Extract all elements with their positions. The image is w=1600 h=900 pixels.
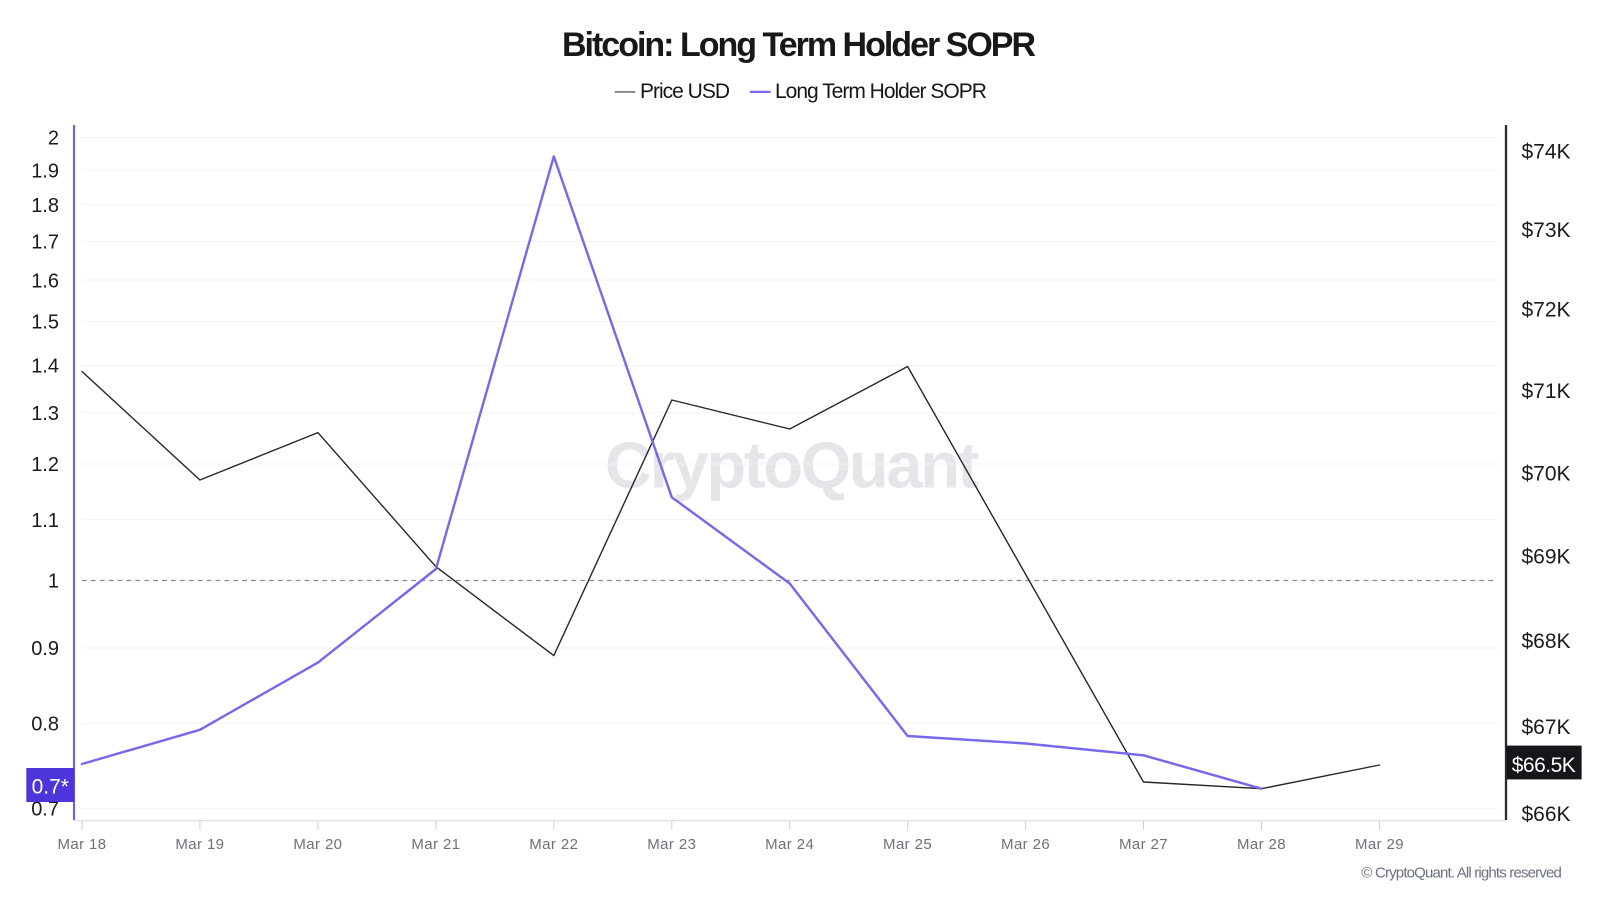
- svg-text:Mar 22: Mar 22: [529, 836, 578, 853]
- svg-text:Long Term Holder SOPR: Long Term Holder SOPR: [775, 80, 987, 103]
- svg-text:1.1: 1.1: [31, 510, 59, 532]
- svg-text:2: 2: [48, 128, 59, 150]
- svg-text:Mar 29: Mar 29: [1355, 836, 1404, 853]
- svg-text:0.8: 0.8: [31, 713, 59, 735]
- svg-text:Mar 23: Mar 23: [647, 836, 696, 853]
- svg-text:$66K: $66K: [1522, 803, 1571, 826]
- svg-text:$69K: $69K: [1522, 546, 1571, 569]
- svg-text:Mar 19: Mar 19: [175, 836, 224, 853]
- svg-text:Price USD: Price USD: [640, 80, 730, 103]
- svg-text:Bitcoin: Long Term Holder SOPR: Bitcoin: Long Term Holder SOPR: [562, 26, 1035, 64]
- svg-text:1.6: 1.6: [31, 270, 59, 292]
- svg-text:Mar 26: Mar 26: [1001, 836, 1050, 853]
- svg-text:Mar 27: Mar 27: [1119, 836, 1168, 853]
- svg-text:Mar 24: Mar 24: [765, 836, 814, 853]
- svg-text:1.4: 1.4: [31, 356, 59, 378]
- svg-text:$70K: $70K: [1522, 462, 1571, 485]
- svg-text:Mar 18: Mar 18: [57, 836, 106, 853]
- svg-text:© CryptoQuant. All rights rese: © CryptoQuant. All rights reserved: [1361, 865, 1561, 882]
- svg-text:1.5: 1.5: [31, 312, 59, 334]
- svg-text:0.9: 0.9: [31, 638, 59, 660]
- svg-text:1.8: 1.8: [31, 195, 59, 217]
- svg-text:Mar 20: Mar 20: [293, 836, 342, 853]
- svg-text:$68K: $68K: [1522, 630, 1571, 653]
- svg-text:Mar 21: Mar 21: [411, 836, 460, 853]
- svg-text:$66.5K: $66.5K: [1512, 754, 1576, 777]
- svg-text:0.7: 0.7: [31, 799, 59, 821]
- svg-text:$71K: $71K: [1522, 380, 1571, 403]
- svg-text:0.7*: 0.7*: [32, 775, 69, 798]
- svg-text:$73K: $73K: [1522, 219, 1571, 242]
- svg-text:CryptoQuant: CryptoQuant: [605, 429, 979, 502]
- svg-text:1.3: 1.3: [31, 403, 59, 425]
- svg-text:1.7: 1.7: [31, 232, 59, 254]
- svg-text:Mar 28: Mar 28: [1237, 836, 1286, 853]
- svg-text:1.2: 1.2: [31, 454, 59, 476]
- svg-text:$74K: $74K: [1522, 140, 1571, 163]
- svg-text:1: 1: [48, 571, 59, 593]
- svg-text:$72K: $72K: [1522, 299, 1571, 322]
- svg-text:Mar 25: Mar 25: [883, 836, 932, 853]
- svg-text:1.9: 1.9: [31, 161, 59, 183]
- svg-text:$67K: $67K: [1522, 716, 1571, 739]
